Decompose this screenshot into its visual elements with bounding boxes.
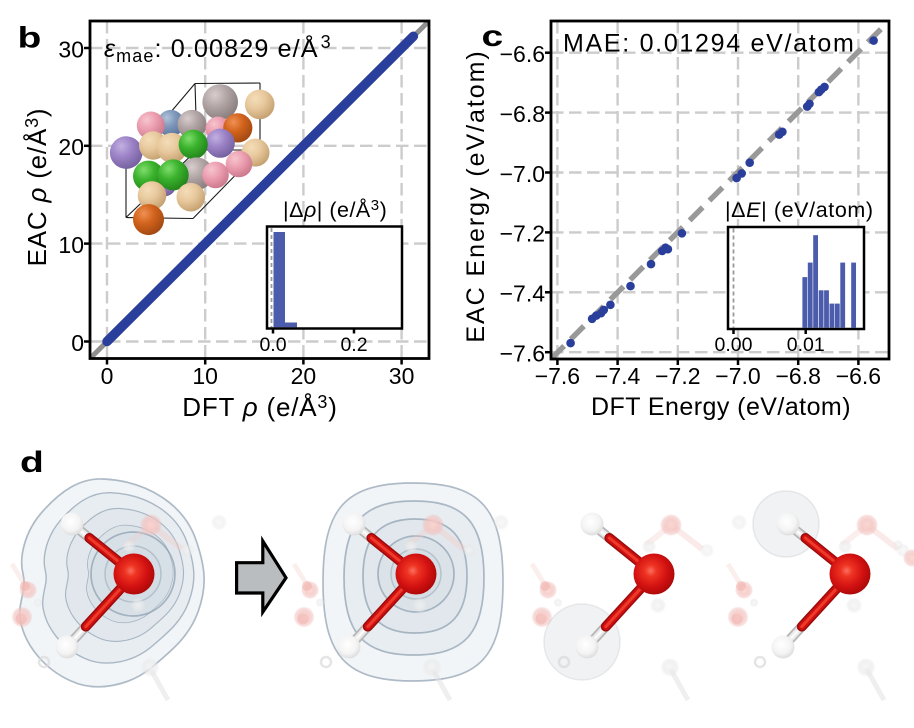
svg-text:|Δρ| (e/Å3): |Δρ| (e/Å3)	[283, 197, 387, 222]
svg-text:EAC ρ (e/Å3): EAC ρ (e/Å3)	[22, 108, 52, 267]
svg-text:−7.0: −7.0	[500, 161, 545, 187]
svg-text:30: 30	[58, 36, 84, 62]
svg-text:−7.0: −7.0	[715, 363, 760, 389]
svg-text:EAC Energy (eV/atom): EAC Energy (eV/atom)	[462, 49, 490, 342]
svg-text:εmae: 0.00829 e/Å3: εmae: 0.00829 e/Å 3	[104, 32, 332, 66]
svg-text:DFT ρ (e/Å3): DFT ρ (e/Å3)	[182, 392, 337, 422]
svg-text:0.2: 0.2	[340, 334, 367, 356]
svg-text:−7.6: −7.6	[535, 363, 580, 389]
svg-text:−6.6: −6.6	[500, 41, 545, 67]
svg-text:0.00: 0.00	[715, 334, 753, 356]
svg-text:−7.6: −7.6	[500, 341, 545, 367]
svg-text:−7.4: −7.4	[500, 281, 546, 307]
svg-text:−7.2: −7.2	[500, 221, 545, 247]
svg-text:10: 10	[58, 232, 84, 258]
svg-text:10: 10	[192, 363, 218, 389]
svg-text:30: 30	[389, 363, 415, 389]
svg-text:c: c	[482, 20, 504, 53]
svg-text:MAE: 0.01294 eV/atom: MAE: 0.01294 eV/atom	[563, 30, 855, 58]
svg-text:−7.2: −7.2	[655, 363, 700, 389]
svg-text:−6.6: −6.6	[836, 363, 881, 389]
svg-text:20: 20	[58, 134, 84, 160]
svg-text:0.01: 0.01	[787, 334, 825, 356]
svg-text:d: d	[20, 446, 44, 479]
svg-text:DFT Energy (eV/atom): DFT Energy (eV/atom)	[591, 393, 851, 421]
svg-text:0.0: 0.0	[259, 334, 286, 356]
svg-text:0: 0	[71, 330, 84, 356]
svg-text:b: b	[18, 22, 42, 55]
svg-text:0: 0	[101, 363, 114, 389]
svg-text:−6.8: −6.8	[775, 363, 820, 389]
svg-text:−7.4: −7.4	[595, 363, 641, 389]
svg-text:|ΔE| (eV/atom): |ΔE| (eV/atom)	[725, 198, 874, 222]
svg-text:−6.8: −6.8	[500, 101, 545, 127]
svg-text:20: 20	[291, 363, 317, 389]
